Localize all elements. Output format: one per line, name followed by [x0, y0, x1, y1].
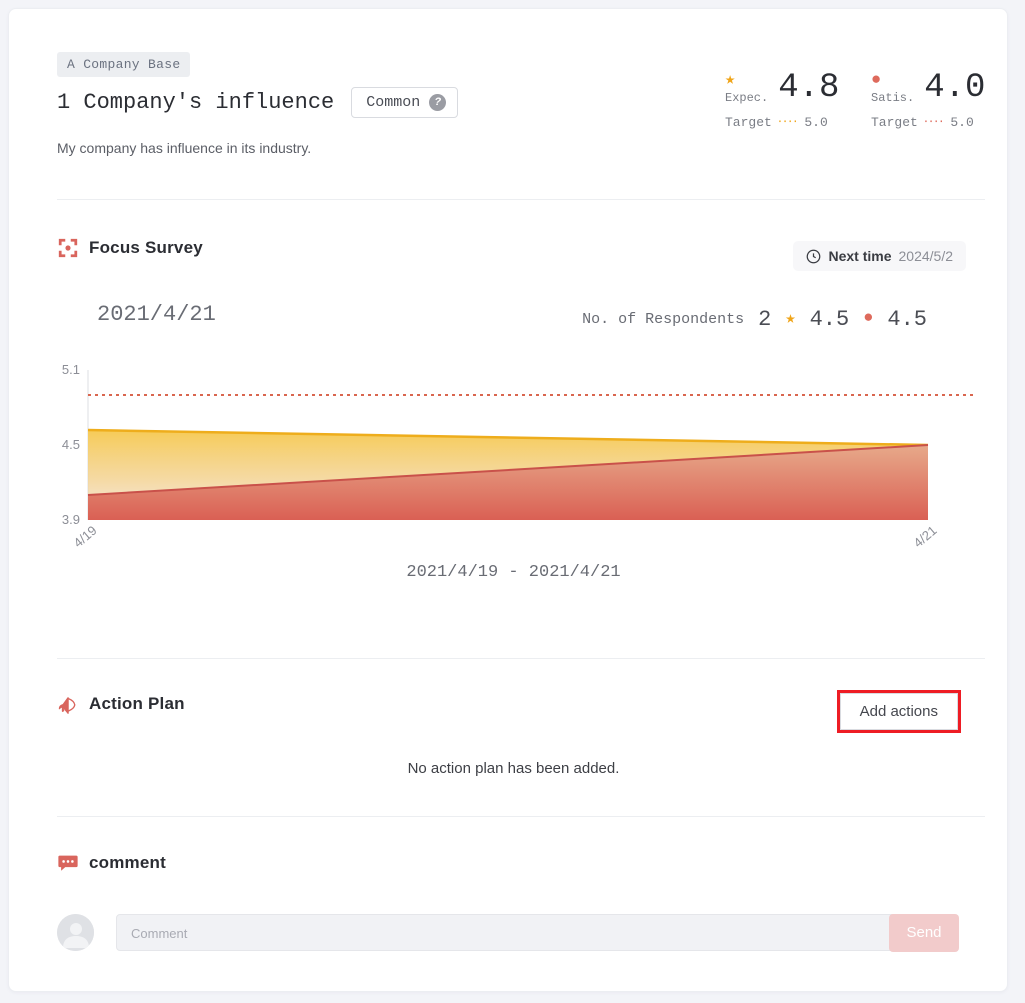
svg-text:3.9: 3.9: [62, 512, 80, 527]
svg-text:4/21: 4/21: [911, 523, 940, 551]
svg-text:4.5: 4.5: [62, 437, 80, 452]
svg-text:5.1: 5.1: [62, 362, 80, 377]
